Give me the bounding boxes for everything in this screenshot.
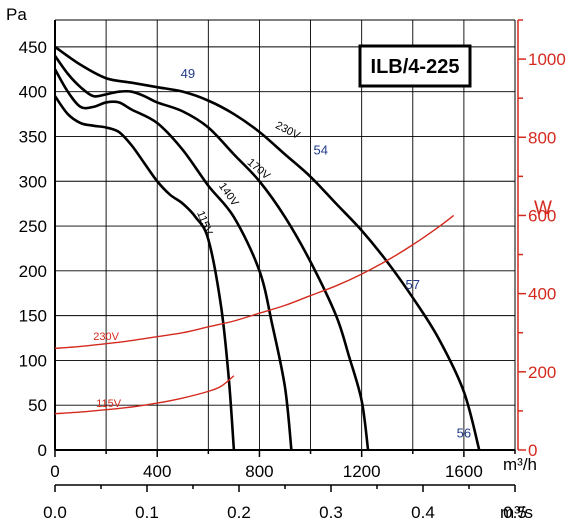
x-bottom2-tick-label: 0.1 bbox=[135, 503, 159, 522]
pressure-curve-label: 140V bbox=[216, 181, 241, 209]
title-box: ILB/4-225 bbox=[358, 44, 472, 88]
y-left-tick-label: 200 bbox=[19, 262, 47, 281]
x-bottom2-tick-label: 0.4 bbox=[411, 503, 435, 522]
x-bottom2-ticks: 0.0 0.1 0.2 0.3 0.4 0.5 bbox=[43, 485, 527, 522]
x-bottom2-tick-label: 0.3 bbox=[319, 503, 343, 522]
y-right-tick-label: 400 bbox=[528, 285, 556, 304]
x-bottom1-axis-label: m³/h bbox=[503, 455, 537, 474]
efficiency-annotation: 54 bbox=[314, 142, 328, 157]
y-right-axis-label: W bbox=[534, 198, 552, 219]
y-right-ticks: 0 200 400 600 800 1000 bbox=[518, 19, 566, 460]
y-right-tick-label: 1000 bbox=[528, 50, 566, 69]
y-left-axis-label: Pa bbox=[6, 5, 27, 24]
y-left-tick-label: 350 bbox=[19, 127, 47, 146]
y-left-tick-label: 300 bbox=[19, 172, 47, 191]
y-left-tick-label: 450 bbox=[19, 38, 47, 57]
curves bbox=[53, 45, 481, 451]
axes bbox=[54, 20, 519, 486]
power-curve-230v bbox=[54, 214, 455, 350]
y-left-tick-label: 50 bbox=[28, 396, 47, 415]
x-bottom1-tick-label: 0 bbox=[50, 462, 59, 481]
x-bottom1-ticks: 0 400 800 1200 1600 bbox=[50, 450, 516, 481]
pressure-curve-115v bbox=[53, 95, 236, 451]
pressure-curve-140v bbox=[53, 68, 293, 451]
power-curve-115v bbox=[54, 375, 235, 415]
y-left-tick-label: 150 bbox=[19, 307, 47, 326]
x-bottom1-tick-label: 1200 bbox=[343, 462, 381, 481]
pressure-curve-170v bbox=[53, 55, 370, 451]
y-left-tick-label: 400 bbox=[19, 83, 47, 102]
y-left-tick-label: 250 bbox=[19, 217, 47, 236]
y-right-tick-label: 800 bbox=[528, 128, 556, 147]
x-bottom1-tick-label: 400 bbox=[143, 462, 171, 481]
x-bottom2-tick-label: 0.2 bbox=[227, 503, 251, 522]
x-bottom2-axis-label: m³/s bbox=[500, 503, 533, 522]
efficiency-annotation: 57 bbox=[406, 277, 420, 292]
x-bottom2-tick-label: 0.5 bbox=[503, 503, 527, 522]
efficiency-annotation: 56 bbox=[457, 425, 471, 440]
power-curve-label: 230V bbox=[93, 331, 119, 343]
y-left-tick-label: 0 bbox=[38, 441, 47, 460]
pressure-curve-label: 115V bbox=[194, 209, 215, 237]
y-right-tick-label: 0 bbox=[528, 441, 537, 460]
x-bottom1-tick-label: 1600 bbox=[445, 462, 483, 481]
y-right-tick-label: 600 bbox=[528, 206, 556, 225]
y-left-tick-label: 100 bbox=[19, 351, 47, 370]
pressure-curve-230v bbox=[54, 45, 481, 451]
chart-title: ILB/4-225 bbox=[371, 56, 460, 78]
efficiency-annotation: 49 bbox=[181, 66, 195, 81]
x-bottom1-tick-label: 800 bbox=[245, 462, 273, 481]
pressure-curve-label: 230V bbox=[273, 119, 302, 142]
x-bottom2-tick-label: 0.0 bbox=[43, 503, 67, 522]
y-right-tick-label: 200 bbox=[528, 363, 556, 382]
y-left-ticks: 0 50 100 150 200 250 300 350 400 450 bbox=[19, 38, 47, 460]
power-curve-label: 115V bbox=[96, 398, 122, 410]
